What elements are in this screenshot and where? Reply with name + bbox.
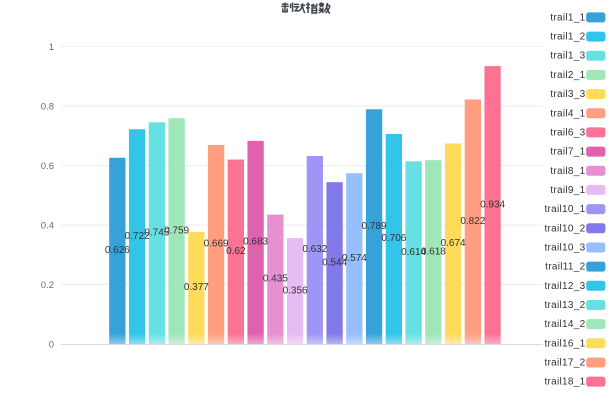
- svg-text:trail1_1: trail1_1: [550, 12, 585, 23]
- svg-text:trail2_1: trail2_1: [550, 70, 585, 81]
- svg-text:0.544: 0.544: [322, 257, 347, 268]
- svg-text:trail11_2: trail11_2: [545, 262, 585, 273]
- svg-text:0.574: 0.574: [342, 253, 367, 264]
- svg-text:0.822: 0.822: [460, 216, 485, 227]
- svg-text:trail3_3: trail3_3: [550, 89, 585, 100]
- svg-text:trail1_2: trail1_2: [550, 32, 585, 43]
- svg-text:0.618: 0.618: [421, 246, 446, 257]
- svg-text:0.614: 0.614: [401, 247, 426, 258]
- svg-text:0.356: 0.356: [283, 285, 308, 296]
- svg-text:trail10_3: trail10_3: [544, 242, 585, 253]
- svg-text:trail13_2: trail13_2: [544, 300, 585, 311]
- svg-text:0.674: 0.674: [441, 238, 466, 249]
- svg-text:0.683: 0.683: [243, 237, 268, 248]
- svg-text:trail12_3: trail12_3: [544, 281, 585, 292]
- svg-text:trail9_1: trail9_1: [550, 185, 585, 196]
- svg-text:trail16_1: trail16_1: [544, 338, 585, 349]
- svg-text:trail8_1: trail8_1: [550, 166, 585, 177]
- svg-text:trail10_1: trail10_1: [544, 204, 585, 215]
- svg-text:trail6_3: trail6_3: [550, 127, 585, 138]
- svg-text:0.377: 0.377: [184, 282, 209, 293]
- svg-text:trail4_1: trail4_1: [550, 108, 585, 119]
- svg-text:0.789: 0.789: [362, 221, 387, 232]
- svg-text:trail10_2: trail10_2: [544, 223, 585, 234]
- svg-text:0.745: 0.745: [144, 227, 169, 238]
- svg-text:0.435: 0.435: [263, 273, 288, 284]
- svg-text:trail17_2: trail17_2: [544, 357, 585, 368]
- svg-text:trail1_3: trail1_3: [550, 51, 585, 62]
- svg-text:0.2: 0.2: [41, 280, 54, 291]
- svg-text:0.722: 0.722: [125, 231, 150, 242]
- svg-text:trail7_1: trail7_1: [550, 147, 585, 158]
- svg-text:0.8: 0.8: [41, 101, 54, 112]
- svg-text:trail18_1: trail18_1: [544, 377, 585, 388]
- svg-text:1: 1: [49, 42, 54, 53]
- svg-text:0.62: 0.62: [226, 246, 246, 257]
- svg-text:0: 0: [49, 339, 54, 350]
- svg-text:0.626: 0.626: [105, 245, 130, 256]
- svg-text:0.706: 0.706: [381, 233, 406, 244]
- svg-text:trail14_2: trail14_2: [544, 319, 585, 330]
- svg-text:0.6: 0.6: [41, 161, 54, 172]
- svg-text:0.934: 0.934: [480, 199, 505, 210]
- svg-text:0.4: 0.4: [41, 220, 54, 231]
- svg-text:0.669: 0.669: [204, 239, 229, 250]
- svg-text:0.759: 0.759: [164, 225, 189, 236]
- svg-text:0.632: 0.632: [302, 244, 327, 255]
